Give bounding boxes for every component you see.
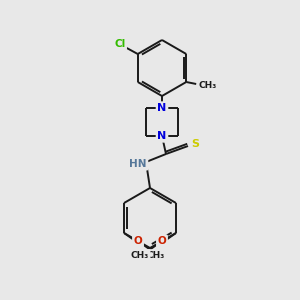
Text: S: S <box>191 139 199 149</box>
Text: N: N <box>158 103 166 113</box>
Text: HN: HN <box>129 159 147 169</box>
Text: CH₃: CH₃ <box>198 80 216 89</box>
Text: O: O <box>134 236 142 246</box>
Text: O: O <box>158 236 166 246</box>
Text: N: N <box>158 131 166 141</box>
Text: CH₃: CH₃ <box>131 250 149 260</box>
Text: CH₃: CH₃ <box>147 250 165 260</box>
Text: Cl: Cl <box>114 39 125 49</box>
